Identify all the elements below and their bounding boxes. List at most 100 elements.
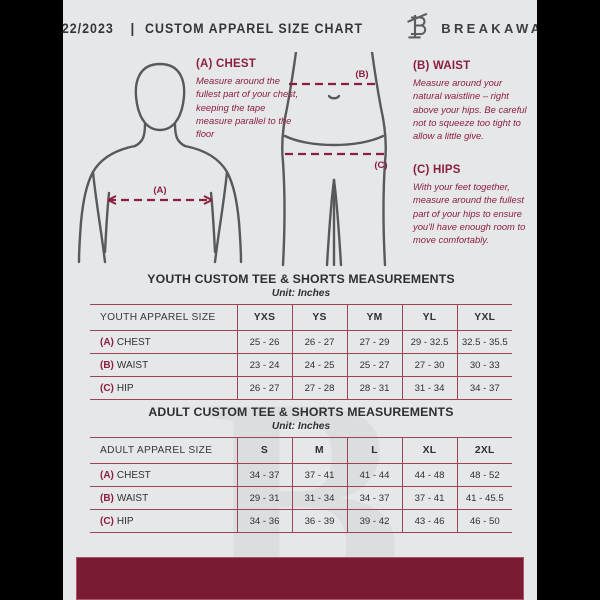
adult-header-label: ADULT APPAREL SIZE [90,437,238,464]
youth-row-hip-label: (C) HIP [90,376,238,400]
youth-waist-yxl: 30 - 33 [457,353,512,377]
youth-row-waist-tag: (B) [100,359,114,371]
waist-line-label: (B) [355,69,368,80]
adult-hip-s: 34 - 36 [237,509,293,533]
youth-table-title: YOUTH CUSTOM TEE & SHORTS MEASUREMENTS [147,272,455,286]
youth-col-yl: YL [402,304,458,331]
adult-hip-l: 39 - 42 [347,509,403,533]
table-row: (C) HIP 26 - 27 27 - 28 28 - 31 31 - 34 3… [90,376,512,400]
callout-chest: (A) CHEST Measure around the fullest par… [196,58,304,141]
adult-hip-2xl: 46 - 50 [457,509,512,533]
adult-chest-xl: 44 - 48 [402,463,458,487]
youth-row-hip-tag: (C) [100,382,114,394]
youth-hip-yxl: 34 - 37 [457,376,512,400]
adult-row-waist-tag: (B) [100,492,114,504]
adult-row-chest-name: CHEST [116,469,151,481]
callout-chest-body: Measure around the fullest part of your … [196,75,299,140]
youth-table-body: YOUTH APPAREL SIZE YXS YS YM YL YXL (A) C… [90,304,512,400]
youth-chest-yxs: 25 - 26 [237,330,293,354]
youth-waist-yl: 27 - 30 [402,353,458,377]
table-row: (A) CHEST 34 - 37 37 - 41 41 - 44 44 - 48… [90,463,512,487]
adult-chest-s: 34 - 37 [237,463,293,487]
youth-col-yxs: YXS [237,304,293,331]
hips-line-label: (C) [374,160,387,171]
size-chart-sheet: B 2022/2023 | CUSTOM APPAREL SIZE CHART [63,0,537,600]
adult-size-table: ADULT APPAREL SIZE S M L XL 2XL (A) CHEST… [90,437,512,533]
adult-chest-l: 41 - 44 [347,463,403,487]
adult-waist-s: 29 - 31 [237,486,293,510]
adult-col-2xl: 2XL [457,437,512,464]
youth-row-hip-name: HIP [116,382,134,394]
youth-row-waist-label: (B) WAIST [90,353,238,377]
adult-row-waist-name: WAIST [116,492,149,504]
measurement-diagrams: (A) [63,50,537,272]
callout-waist-heading: (B) WAIST [413,60,471,72]
adult-waist-m: 31 - 34 [292,486,348,510]
adult-table-body: ADULT APPAREL SIZE S M L XL 2XL (A) CHEST… [90,437,512,533]
header-separator: | [130,20,135,36]
youth-hip-ym: 28 - 31 [347,376,403,400]
adult-measurements-section: ADULT CUSTOM TEE & SHORTS MEASUREMENTS U… [90,405,512,533]
youth-row-waist-name: WAIST [116,359,149,371]
sheet-content: 2022/2023 | CUSTOM APPAREL SIZE CHART [63,0,537,600]
table-row: (B) WAIST 23 - 24 24 - 25 25 - 27 27 - 30… [90,353,512,377]
youth-row-chest-name: CHEST [116,336,151,348]
adult-waist-2xl: 41 - 45.5 [457,486,512,510]
adult-row-hip-tag: (C) [100,515,114,527]
adult-row-hip-name: HIP [116,515,134,527]
callout-waist: (B) WAIST Measure around your natural wa… [413,60,531,143]
adult-hip-m: 36 - 39 [292,509,348,533]
table-row: (C) HIP 34 - 36 36 - 39 39 - 42 43 - 46 4… [90,509,512,533]
callout-hips-body: With your feet together, measure around … [413,181,526,246]
table-row: (A) CHEST 25 - 26 26 - 27 27 - 29 29 - 32… [90,330,512,354]
adult-col-xl: XL [402,437,458,464]
callout-hips: (C) HIPS With your feet together, measur… [413,164,533,247]
upper-body-torso-figure-icon: (A) [71,52,251,272]
adult-row-chest-tag: (A) [100,469,114,481]
brand-logo: BREAKAWAY [406,12,537,45]
table-row: (B) WAIST 29 - 31 31 - 34 34 - 37 37 - 41… [90,486,512,510]
youth-col-ys: YS [292,304,348,331]
youth-header-label: YOUTH APPAREL SIZE [90,304,238,331]
footer-band [76,557,524,600]
adult-table-header-row: ADULT APPAREL SIZE S M L XL 2XL [90,437,512,464]
adult-row-chest-label: (A) CHEST [90,463,238,487]
adult-waist-xl: 37 - 41 [402,486,458,510]
youth-row-chest-label: (A) CHEST [90,330,238,354]
adult-chest-m: 37 - 41 [292,463,348,487]
youth-waist-ym: 25 - 27 [347,353,403,377]
adult-chest-2xl: 48 - 52 [457,463,512,487]
youth-col-yxl: YXL [457,304,512,331]
adult-row-waist-label: (B) WAIST [90,486,238,510]
lower-body-hips-figure-icon: (B) (C) [259,50,409,272]
adult-col-l: L [347,437,403,464]
callout-chest-heading: (A) CHEST [196,58,256,70]
brand-name: BREAKAWAY [441,20,537,36]
youth-measurements-section: YOUTH CUSTOM TEE & SHORTS MEASUREMENTS U… [90,272,512,400]
youth-chest-yl: 29 - 32.5 [402,330,458,354]
youth-table-header-row: YOUTH APPAREL SIZE YXS YS YM YL YXL [90,304,512,331]
page-header: 2022/2023 | CUSTOM APPAREL SIZE CHART [63,0,537,56]
chest-line-label: (A) [153,185,166,196]
adult-col-s: S [237,437,293,464]
youth-waist-yxs: 23 - 24 [237,353,293,377]
adult-waist-l: 34 - 37 [347,486,403,510]
youth-hip-yxs: 26 - 27 [237,376,293,400]
adult-hip-xl: 43 - 46 [402,509,458,533]
adult-row-hip-label: (C) HIP [90,509,238,533]
youth-chest-yxl: 32.5 - 35.5 [457,330,512,354]
header-year: 2022/2023 [63,20,114,36]
youth-waist-ys: 24 - 25 [292,353,348,377]
youth-size-table: YOUTH APPAREL SIZE YXS YS YM YL YXL (A) C… [90,304,512,400]
breakaway-b-logo-icon [406,12,432,45]
callout-hips-heading: (C) HIPS [413,164,461,176]
youth-row-chest-tag: (A) [100,336,114,348]
youth-table-unit: Unit: Inches [271,288,331,299]
youth-hip-ys: 27 - 28 [292,376,348,400]
callout-waist-body: Measure around your natural waistline – … [413,77,527,142]
youth-chest-ys: 26 - 27 [292,330,348,354]
header-inner: 2022/2023 | CUSTOM APPAREL SIZE CHART [63,12,537,45]
youth-chest-ym: 27 - 29 [347,330,403,354]
page-title: CUSTOM APPAREL SIZE CHART [145,20,364,36]
